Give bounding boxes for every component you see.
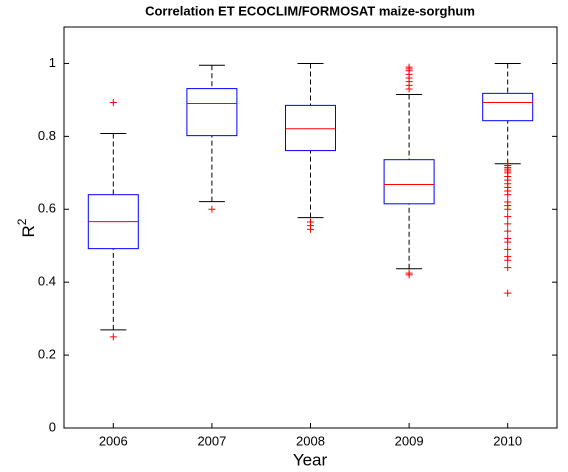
x-tick-label: 2010 bbox=[493, 433, 522, 448]
y-tick-label: 0.8 bbox=[38, 128, 56, 143]
x-tick-label: 2007 bbox=[197, 433, 226, 448]
outlier bbox=[405, 85, 413, 93]
y-tick-label: 1 bbox=[49, 55, 56, 70]
x-tick-label: 2008 bbox=[296, 433, 325, 448]
outlier bbox=[109, 333, 117, 341]
x-tick-label: 2006 bbox=[99, 433, 128, 448]
y-tick-label: 0.6 bbox=[38, 201, 56, 216]
x-axis-label: Year bbox=[293, 450, 328, 469]
outlier bbox=[504, 256, 512, 264]
y-axis-label: R2 bbox=[15, 218, 38, 237]
outlier bbox=[208, 205, 216, 213]
outlier bbox=[504, 289, 512, 297]
outlier bbox=[504, 227, 512, 235]
y-tick-label: 0 bbox=[49, 419, 56, 434]
box bbox=[186, 88, 238, 137]
outlier bbox=[504, 238, 512, 246]
outlier bbox=[504, 213, 512, 221]
y-label-base: R bbox=[19, 225, 38, 237]
outlier bbox=[307, 225, 314, 233]
outlier bbox=[504, 205, 512, 213]
x-tick-label: 2009 bbox=[395, 433, 424, 448]
y-tick-label: 0.4 bbox=[38, 274, 56, 289]
outlier bbox=[504, 220, 512, 228]
outlier bbox=[504, 191, 512, 199]
box bbox=[482, 92, 534, 122]
outlier bbox=[109, 98, 117, 106]
y-label-superscript: 2 bbox=[15, 218, 29, 225]
y-tick-label: 0.2 bbox=[38, 347, 56, 362]
box bbox=[383, 159, 435, 205]
outlier bbox=[504, 245, 512, 253]
outlier bbox=[504, 264, 512, 272]
outlier bbox=[405, 271, 413, 279]
chart-title: Correlation ET ECOCLIM/FORMOSAT maize-so… bbox=[145, 3, 475, 18]
box bbox=[285, 104, 336, 152]
